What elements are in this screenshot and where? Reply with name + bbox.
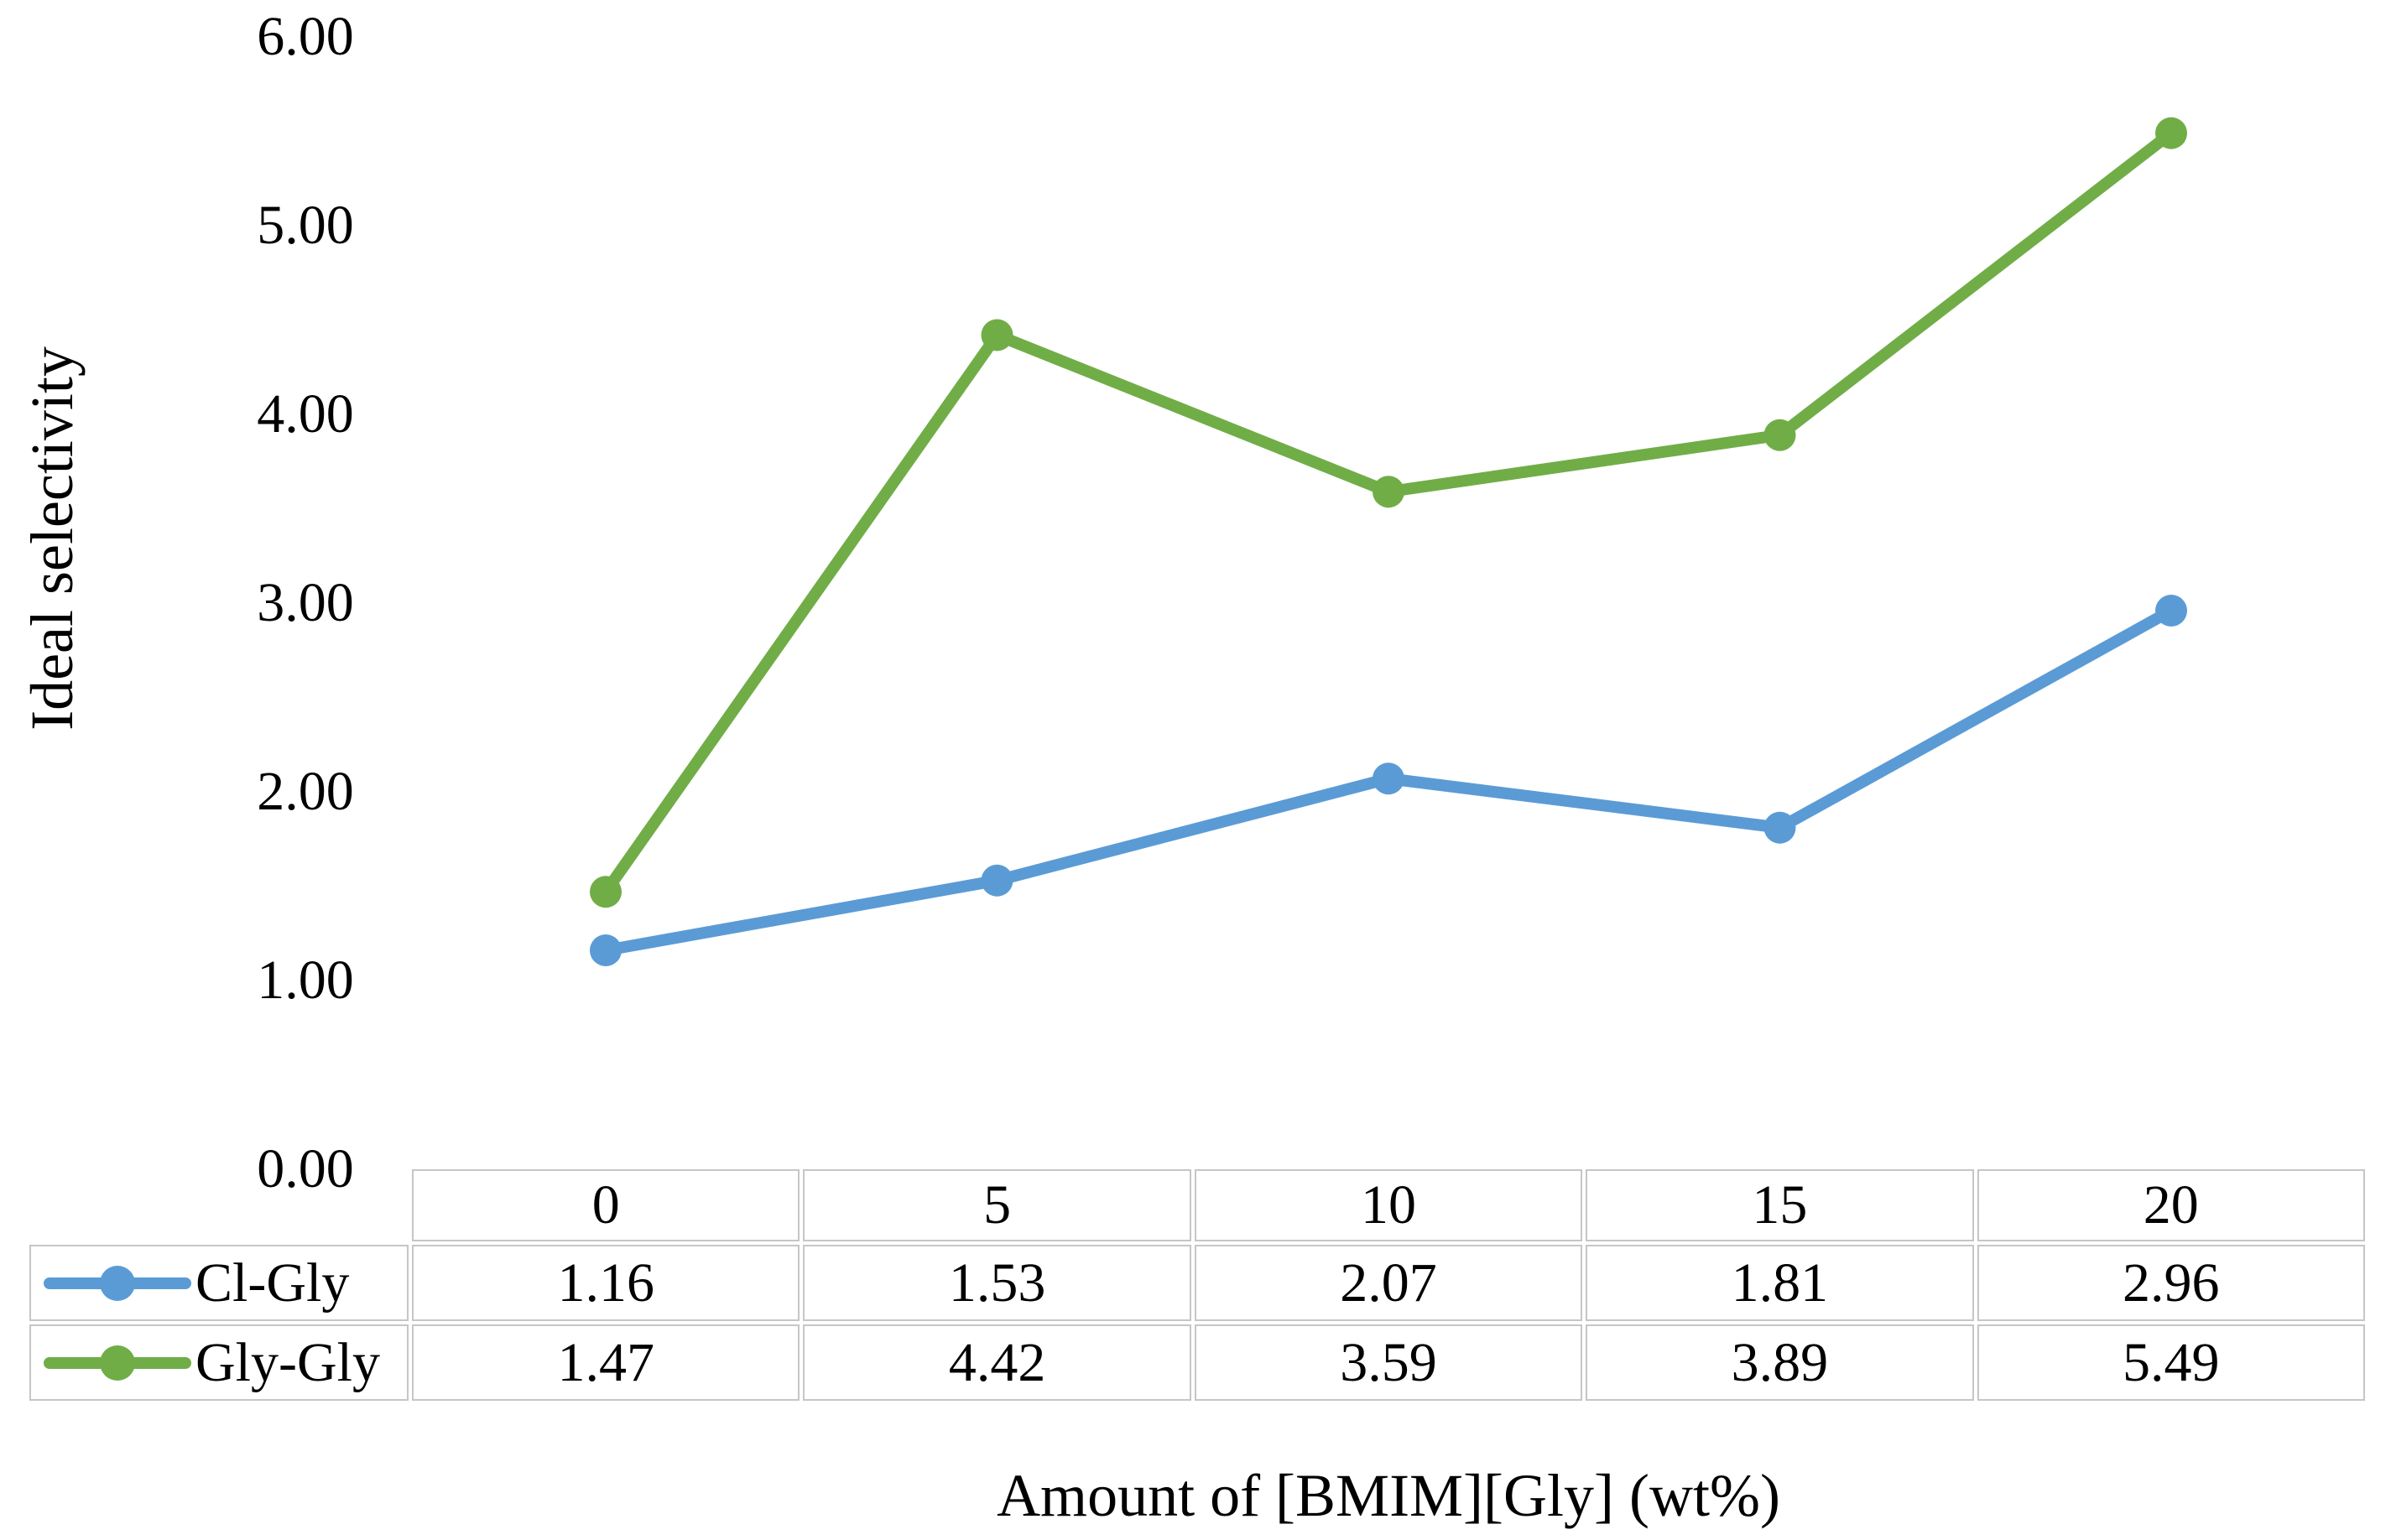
legend-key-cl-gly-icon	[44, 1265, 191, 1301]
data-point-cl-gly-x10	[1373, 762, 1404, 795]
table-value-gly-gly-20: 5.49	[1977, 1324, 2365, 1401]
data-point-cl-gly-x0	[590, 934, 622, 966]
data-point-gly-gly-x20	[2155, 117, 2187, 149]
data-point-cl-gly-x5	[981, 864, 1013, 897]
data-point-cl-gly-x20	[2155, 595, 2187, 627]
data-table: 0 5 10 15 20 Cl-Gly 1.16 1.53 2.07 1.81 …	[29, 1169, 2365, 1401]
x-category-header-0: 0	[412, 1169, 800, 1241]
table-value-cl-gly-20: 2.96	[1977, 1245, 2365, 1321]
x-category-header-5: 5	[803, 1169, 1191, 1241]
data-point-gly-gly-x0	[590, 876, 622, 908]
x-category-header-10: 10	[1194, 1169, 1583, 1241]
table-value-gly-gly-5: 4.42	[803, 1324, 1191, 1401]
data-point-gly-gly-x10	[1373, 476, 1404, 508]
y-axis-tick-3: 3.00	[257, 572, 354, 633]
y-axis-tick-6: 6.00	[257, 6, 354, 67]
data-point-gly-gly-x5	[981, 319, 1013, 351]
table-value-cl-gly-0: 1.16	[412, 1245, 800, 1321]
data-point-gly-gly-x15	[1763, 419, 1796, 451]
table-value-cl-gly-5: 1.53	[803, 1245, 1191, 1321]
x-axis-title: Amount of [BMIM][Gly] (wt%)	[997, 1462, 1780, 1529]
table-value-cl-gly-10: 2.07	[1194, 1245, 1583, 1321]
y-axis-tick-1: 1.00	[257, 949, 354, 1011]
data-point-cl-gly-x15	[1763, 811, 1796, 844]
legend-series-name-cl-gly: Cl-Gly	[195, 1251, 350, 1314]
x-category-header-20: 20	[1977, 1169, 2365, 1241]
table-value-gly-gly-10: 3.59	[1194, 1324, 1583, 1401]
table-corner-blank	[29, 1169, 409, 1241]
y-axis-tick-2: 2.00	[257, 761, 354, 822]
y-axis-tick-4: 4.00	[257, 383, 354, 445]
legend-item-gly-gly: Gly-Gly	[29, 1324, 409, 1401]
legend-key-gly-gly-icon	[44, 1345, 191, 1381]
y-axis-tick-0: 0.00	[257, 1138, 354, 1199]
y-axis-tick-5: 5.00	[257, 195, 354, 256]
table-value-gly-gly-15: 3.89	[1586, 1324, 1974, 1401]
legend-item-cl-gly: Cl-Gly	[29, 1245, 409, 1321]
legend-series-name-gly-gly: Gly-Gly	[195, 1331, 380, 1393]
table-value-gly-gly-0: 1.47	[412, 1324, 800, 1401]
table-value-cl-gly-15: 1.81	[1586, 1245, 1974, 1321]
x-category-header-15: 15	[1586, 1169, 1974, 1241]
